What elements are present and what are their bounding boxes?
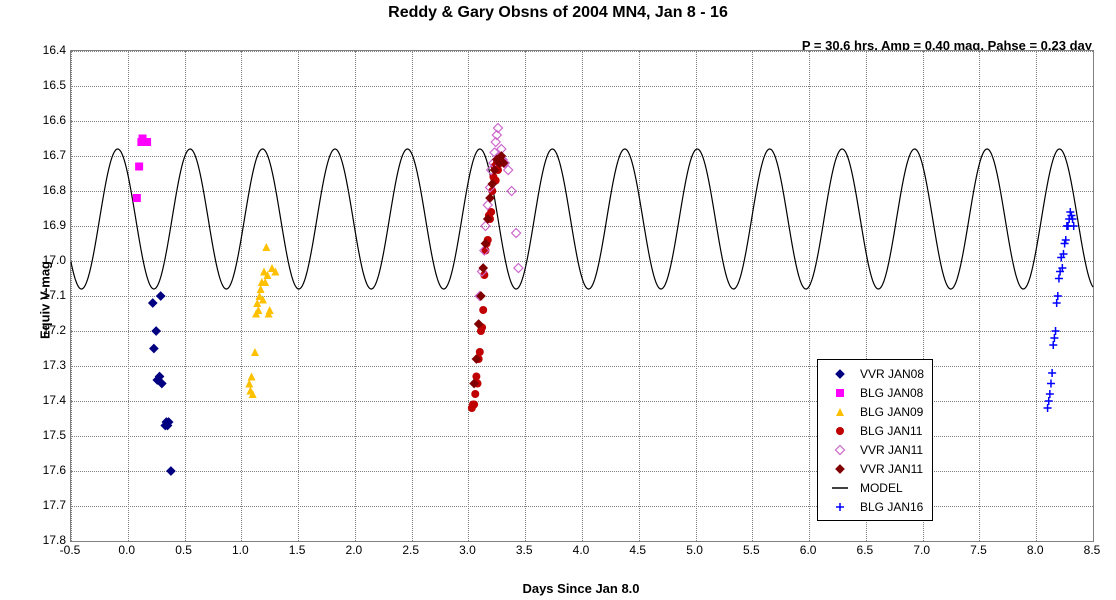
x-tick-label: 6.5	[857, 543, 874, 557]
x-tick-label: 0.5	[175, 543, 192, 557]
y-tick-label: 17.3	[43, 358, 66, 372]
legend-label: BLG JAN16	[860, 500, 923, 514]
legend-label: MODEL	[860, 481, 903, 495]
plot-svg	[71, 51, 1093, 541]
y-tick-label: 17.8	[43, 533, 66, 547]
y-tick-label: 16.7	[43, 148, 66, 162]
y-tick-label: 16.6	[43, 113, 66, 127]
x-tick-label: 7.0	[913, 543, 930, 557]
y-tick-label: 17.6	[43, 463, 66, 477]
plot-area: VVR JAN08 BLG JAN08 BLG JAN09 BLG JAN11 …	[70, 50, 1094, 542]
legend-label: VVR JAN08	[860, 367, 924, 381]
legend-label: BLG JAN08	[860, 386, 923, 400]
x-tick-label: 2.5	[402, 543, 419, 557]
legend-label: VVR JAN11	[860, 443, 923, 457]
x-tick-label: 2.0	[346, 543, 363, 557]
x-tick-label: 5.5	[743, 543, 760, 557]
x-axis-label: Days Since Jan 8.0	[70, 581, 1092, 596]
legend-item: BLG JAN09	[826, 402, 924, 421]
y-tick-label: 17.1	[43, 288, 66, 302]
y-tick-label: 16.9	[43, 218, 66, 232]
y-tick-label: 17.2	[43, 323, 66, 337]
legend-label: BLG JAN11	[860, 424, 922, 438]
legend-item: VVR JAN11	[826, 459, 924, 478]
x-tick-label: 6.0	[800, 543, 817, 557]
legend: VVR JAN08 BLG JAN08 BLG JAN09 BLG JAN11 …	[817, 359, 933, 521]
x-tick-label: 8.5	[1084, 543, 1101, 557]
y-tick-label: 16.4	[43, 43, 66, 57]
legend-item: BLG JAN16	[826, 497, 924, 516]
x-tick-label: 3.0	[459, 543, 476, 557]
legend-item: VVR JAN08	[826, 364, 924, 383]
chart-container: Reddy & Gary Obsns of 2004 MN4, Jan 8 - …	[0, 0, 1116, 600]
y-tick-label: 16.5	[43, 78, 66, 92]
x-tick-label: 0.0	[118, 543, 135, 557]
x-tick-label: 1.0	[232, 543, 249, 557]
legend-item: BLG JAN11	[826, 421, 924, 440]
legend-item: VVR JAN11	[826, 440, 924, 459]
y-tick-label: 17.7	[43, 498, 66, 512]
y-tick-label: 17.0	[43, 253, 66, 267]
x-tick-label: 1.5	[289, 543, 306, 557]
x-tick-label: 4.5	[629, 543, 646, 557]
legend-label: VVR JAN11	[860, 462, 923, 476]
x-tick-label: 8.0	[1027, 543, 1044, 557]
x-tick-label: 4.0	[573, 543, 590, 557]
x-tick-label: 5.0	[686, 543, 703, 557]
y-tick-label: 17.5	[43, 428, 66, 442]
x-tick-label: 7.5	[970, 543, 987, 557]
x-tick-label: 3.5	[516, 543, 533, 557]
y-tick-label: 16.8	[43, 183, 66, 197]
legend-item: MODEL	[826, 478, 924, 497]
legend-label: BLG JAN09	[860, 405, 923, 419]
legend-item: BLG JAN08	[826, 383, 924, 402]
y-tick-label: 17.4	[43, 393, 66, 407]
chart-title: Reddy & Gary Obsns of 2004 MN4, Jan 8 - …	[0, 4, 1116, 22]
